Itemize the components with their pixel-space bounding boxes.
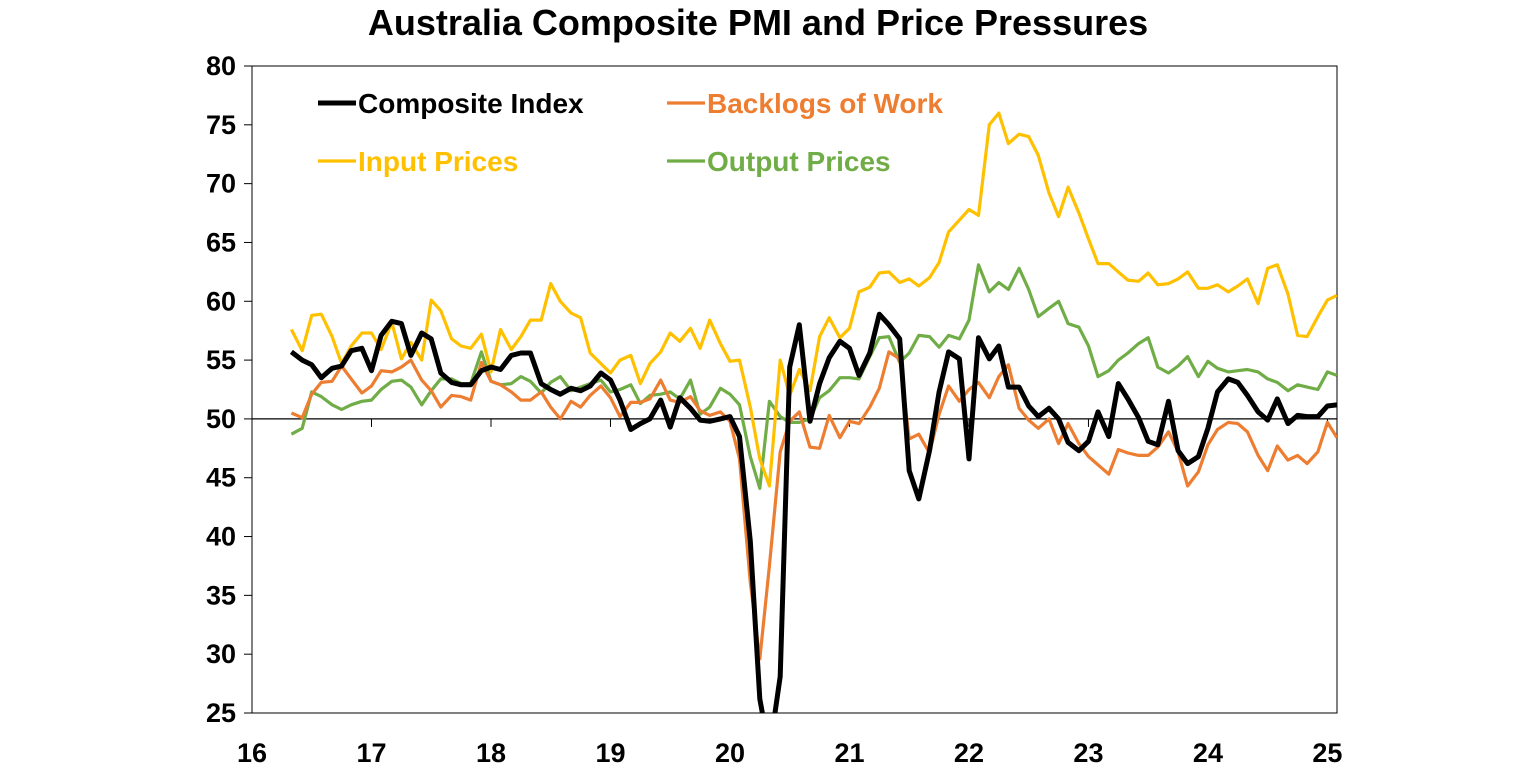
plot-area <box>251 65 1338 714</box>
series-line-backlogs-of-work <box>290 350 1337 661</box>
legend-label-composite-index: Composite Index <box>358 88 584 119</box>
x-tick-label: 18 <box>476 738 506 768</box>
y-tick-label: 30 <box>206 639 236 669</box>
y-tick-label: 25 <box>206 698 236 728</box>
y-tick-label: 40 <box>206 522 236 552</box>
x-tick-label: 25 <box>1312 738 1342 768</box>
y-tick-label: 60 <box>206 286 236 316</box>
y-tick-label: 70 <box>206 169 236 199</box>
x-tick-label: 22 <box>954 738 984 768</box>
x-tick-label: 17 <box>356 738 386 768</box>
y-tick-label: 45 <box>206 463 236 493</box>
series-line-input-prices <box>289 111 1337 488</box>
y-tick-label: 80 <box>206 51 236 81</box>
y-tick-label: 55 <box>206 345 236 375</box>
x-tick-label: 20 <box>715 738 745 768</box>
legend-label-input-prices: Input Prices <box>358 146 518 177</box>
x-tick-label: 19 <box>595 738 625 768</box>
chart-title: Australia Composite PMI and Price Pressu… <box>367 2 1149 43</box>
series-line-composite-index <box>289 311 1337 713</box>
y-tick-label: 65 <box>206 227 236 257</box>
x-tick-label: 21 <box>834 738 864 768</box>
y-tick-label: 50 <box>206 404 236 434</box>
x-tick-label: 24 <box>1193 738 1223 768</box>
x-tick-label: 16 <box>237 738 267 768</box>
legend-label-backlogs-of-work: Backlogs of Work <box>707 88 943 119</box>
y-tick-label: 75 <box>206 110 236 140</box>
x-tick-label: 23 <box>1073 738 1103 768</box>
legend-label-output-prices: Output Prices <box>707 146 891 177</box>
y-tick-label: 35 <box>206 580 236 610</box>
